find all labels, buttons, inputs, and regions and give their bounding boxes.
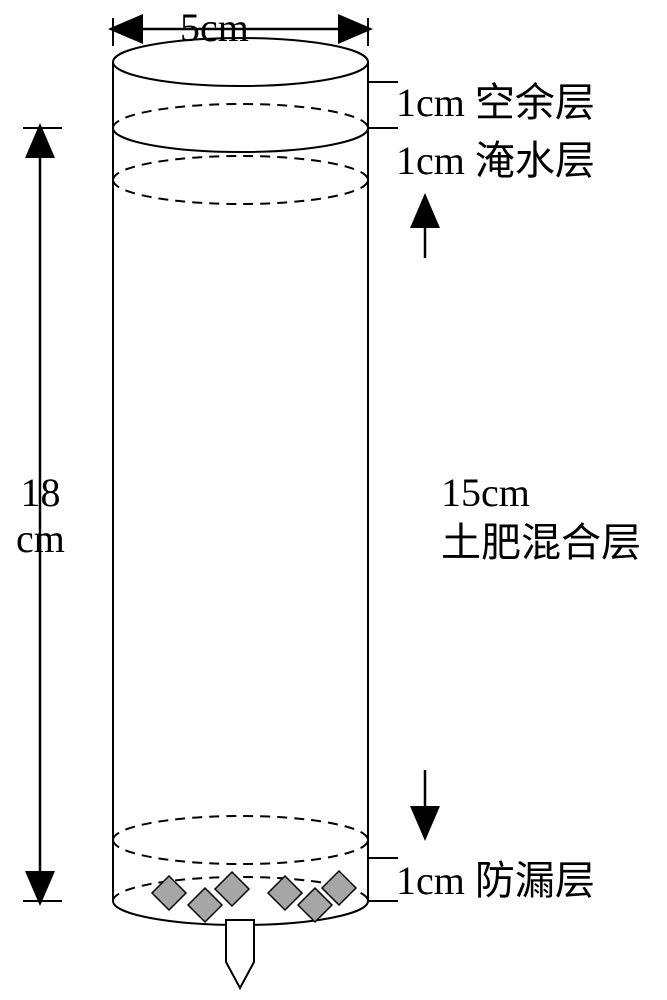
layer4-name: 防漏层 (475, 858, 595, 903)
soil-column-diagram: 5cm 18 cm 1cm 空余层 1cm 淹水层 15cm 土肥混合层 1cm… (0, 0, 667, 1000)
layer1-name: 空余层 (475, 80, 595, 125)
top-width-label: 5cm (180, 5, 249, 51)
layer3-thickness: 15cm (441, 470, 530, 516)
layer2-label: 1cm 淹水层 (396, 138, 595, 184)
layer4-label: 1cm 防漏层 (396, 858, 595, 904)
outlet-icon (226, 920, 254, 988)
layer2-thickness: 1cm (396, 138, 475, 183)
layer1-thickness: 1cm (396, 80, 475, 125)
layer1-label: 1cm 空余层 (396, 80, 595, 126)
layer2-name: 淹水层 (475, 138, 595, 183)
layer3-name: 土肥混合层 (441, 520, 641, 566)
left-height-unit: cm (16, 516, 65, 561)
left-height-value: 18 (20, 470, 60, 515)
left-height-label: 18 cm (16, 470, 65, 562)
layer4-thickness: 1cm (396, 858, 475, 903)
